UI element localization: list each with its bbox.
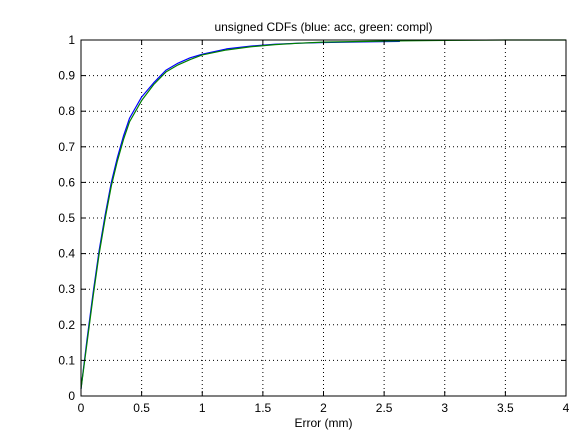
x-tick-label: 1.5 (255, 401, 272, 415)
x-tick-label: 4 (563, 401, 570, 415)
grid-layer (81, 40, 566, 396)
x-tick-label: 0.5 (133, 401, 150, 415)
y-tick-label: 0.4 (58, 247, 75, 261)
y-tick-label: 0.3 (58, 282, 75, 296)
y-tick-label: 1 (68, 33, 75, 47)
y-tick-label: 0.1 (58, 353, 75, 367)
tick-layer: 0 0.5 1 1.5 2 2.5 3 3.5 4 0 0.1 0.2 0.3 0.4 0.5 0.6 0.7 0… (58, 33, 569, 415)
y-tick-label: 0.7 (58, 140, 75, 154)
x-tick-label: 2.5 (376, 401, 393, 415)
x-tick-label: 3 (441, 401, 448, 415)
x-tick-label: 3.5 (497, 401, 514, 415)
x-tick-label: 0 (78, 401, 85, 415)
x-tick-label: 1 (199, 401, 206, 415)
y-tick-label: 0.9 (58, 69, 75, 83)
y-tick-label: 0.5 (58, 211, 75, 225)
y-tick-label: 0.8 (58, 104, 75, 118)
chart-title: unsigned CDFs (blue: acc, green: compl) (214, 20, 432, 34)
y-tick-label: 0.2 (58, 318, 75, 332)
y-tick-label: 0 (68, 389, 75, 403)
y-tick-label: 0.6 (58, 175, 75, 189)
x-axis-label: Error (mm) (295, 416, 353, 430)
x-tick-label: 2 (320, 401, 327, 415)
